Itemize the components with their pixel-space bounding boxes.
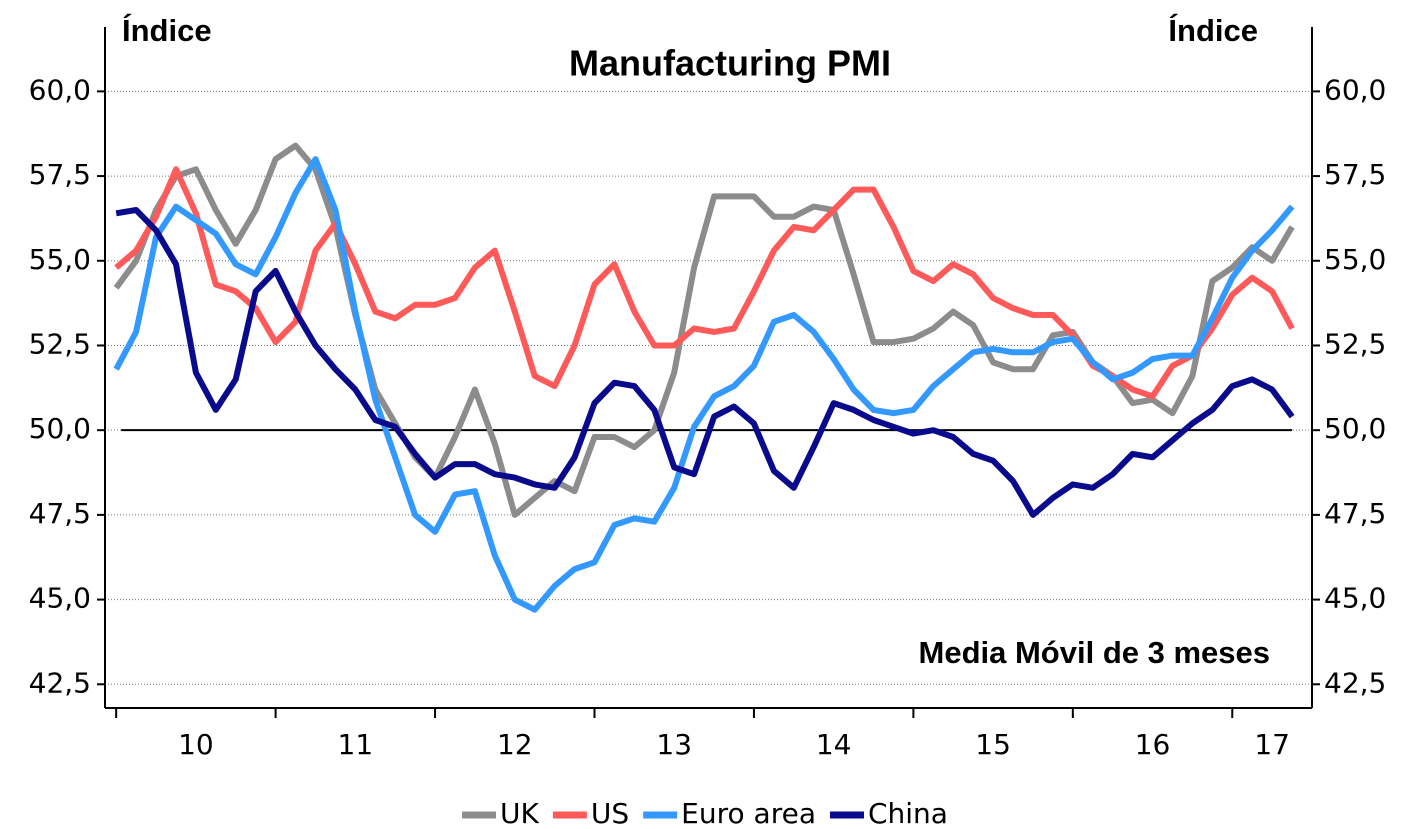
y2-tick-label: 45,0 [1324,582,1386,615]
y-tick-label: 52,5 [29,327,91,360]
y-tick-label: 60,0 [29,73,91,106]
y2-tick-label: 50,0 [1324,412,1386,445]
y2-tick-label: 52,5 [1324,327,1386,360]
y2-tick-label: 57,5 [1324,158,1386,191]
legend-label: Euro area [681,797,816,829]
x-tick-label: 12 [497,728,533,761]
y2-tick-label: 42,5 [1324,666,1386,699]
x-tick-label: 14 [816,728,852,761]
y-tick-label: 50,0 [29,412,91,445]
y-axis-label: Índice [122,13,212,48]
y-tick-label: 45,0 [29,582,91,615]
x-tick-label: 16 [1135,728,1171,761]
y-tick-label: 57,5 [29,158,91,191]
legend: UK US Euro area China [462,797,948,829]
line-series [115,207,1295,518]
x-tick-label: 13 [656,728,692,761]
y2-tick-label: 55,0 [1324,243,1386,276]
y-tick-label: 55,0 [29,243,91,276]
x-tick-label: 10 [178,728,214,761]
legend-label: China [868,797,948,829]
y2-tick-label: 60,0 [1324,73,1386,106]
line-series [113,156,1295,613]
y-tick-label: 42,5 [29,666,91,699]
chart-title: Manufacturing PMI [569,43,891,84]
y2-tick-label: 47,5 [1324,497,1386,530]
legend-label: UK [500,797,539,829]
x-tick-label: 11 [338,728,374,761]
plot: 42,5 45,0 47,5 50,0 52,5 55,0 57,5 60,0 42,5 45,0… [29,27,1386,761]
x-tick-label: 15 [975,728,1011,761]
y-tick-label: 47,5 [29,497,91,530]
y2-axis-label: Índice [1168,13,1258,48]
legend-label: US [591,797,629,829]
x-tick-label: 17 [1254,728,1290,761]
annotation: Media Móvil de 3 meses [919,635,1270,670]
